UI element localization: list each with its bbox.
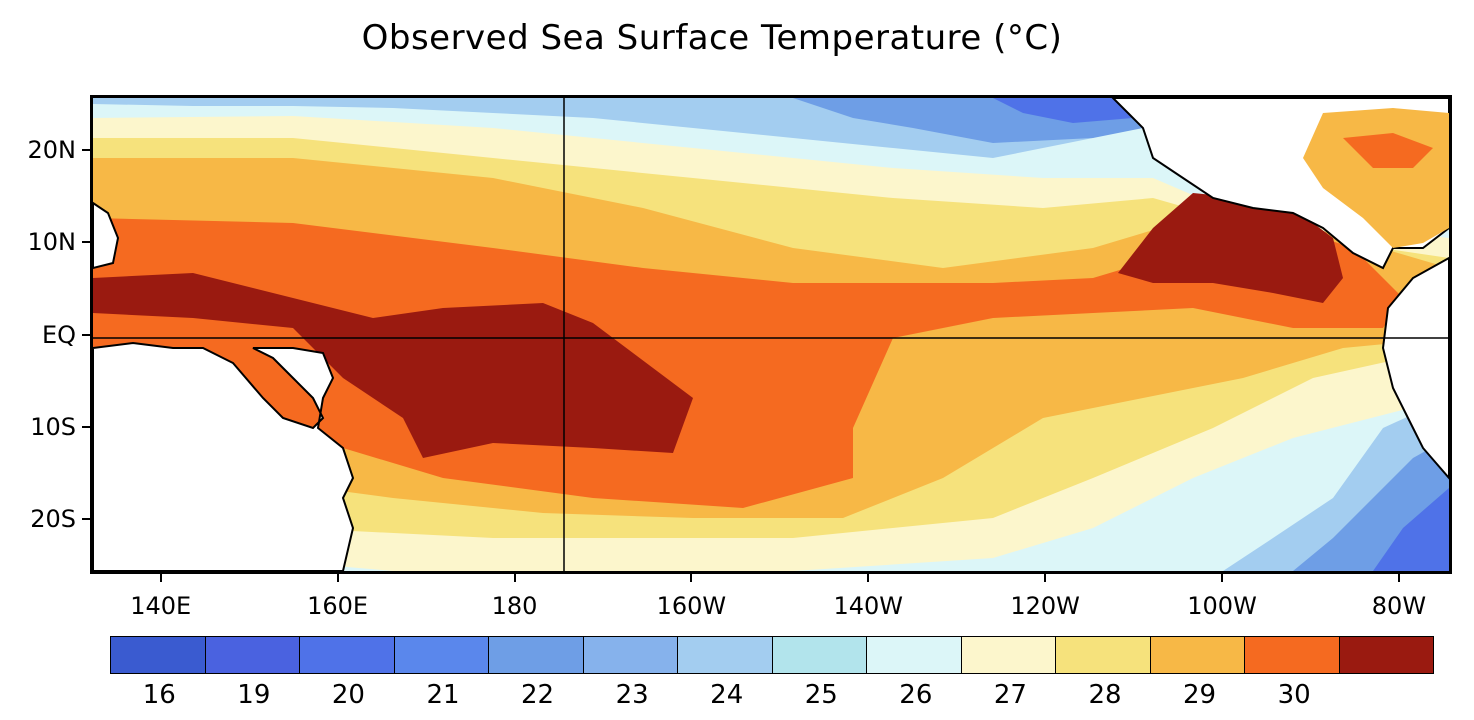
map-title: Observed Sea Surface Temperature (°C) xyxy=(361,18,1063,58)
colorbar-cell xyxy=(1339,637,1433,673)
colorbar-label: 24 xyxy=(710,680,744,710)
y-tick-label: EQ xyxy=(41,320,76,349)
land-new-guinea-australia xyxy=(93,341,355,571)
y-tick xyxy=(82,517,90,520)
colorbar-cell xyxy=(867,637,962,673)
sst-band-eastern-warm xyxy=(1118,193,1343,303)
y-tick-label: 20N xyxy=(27,136,77,165)
colorbar-cell xyxy=(205,637,300,673)
colorbar-label: 30 xyxy=(1277,680,1311,710)
colorbar-cell xyxy=(1245,637,1340,673)
x-tick-label: 160W xyxy=(656,592,727,620)
y-tick xyxy=(82,241,90,244)
colorbar-cell xyxy=(678,637,773,673)
colorbar-label: 21 xyxy=(426,680,460,710)
y-tick xyxy=(82,149,90,152)
sst-field xyxy=(93,98,1449,571)
colorbar-cell xyxy=(1150,637,1245,673)
x-tick xyxy=(1397,574,1400,582)
colorbar-label: 26 xyxy=(899,680,933,710)
x-tick xyxy=(513,574,516,582)
colorbar-cell xyxy=(300,637,395,673)
y-tick-label: 10N xyxy=(27,228,77,257)
x-tick xyxy=(159,574,162,582)
colorbar xyxy=(110,636,1434,674)
colorbar-label: 25 xyxy=(804,680,838,710)
land-south-america xyxy=(1381,256,1449,480)
sst-band-south-deepblue xyxy=(1373,488,1449,571)
land-philippines xyxy=(93,201,120,270)
colorbar-cell xyxy=(1056,637,1151,673)
x-tick xyxy=(1221,574,1224,582)
colorbar-label: 23 xyxy=(615,680,649,710)
colorbar-label: 27 xyxy=(993,680,1027,710)
y-tick xyxy=(82,425,90,428)
colorbar-label: 28 xyxy=(1088,680,1122,710)
x-tick-label: 160E xyxy=(307,592,369,620)
x-tick xyxy=(690,574,693,582)
y-tick xyxy=(82,333,90,336)
sst-band-north-deepblue xyxy=(993,98,1133,123)
colorbar-label: 16 xyxy=(142,680,176,710)
x-tick-label: 140E xyxy=(130,592,192,620)
y-tick-label: 20S xyxy=(30,504,76,533)
colorbar-label: 22 xyxy=(521,680,555,710)
colorbar-cell xyxy=(394,637,489,673)
colorbar-cell xyxy=(583,637,678,673)
x-tick xyxy=(867,574,870,582)
x-tick xyxy=(336,574,339,582)
colorbar-label: 29 xyxy=(1183,680,1217,710)
x-tick xyxy=(1044,574,1047,582)
colorbar-cell xyxy=(111,637,206,673)
sst-caribbean-hot xyxy=(1343,133,1433,168)
colorbar-cell xyxy=(772,637,867,673)
sst-band-warm-pool xyxy=(93,273,693,458)
sst-map xyxy=(90,95,1452,574)
colorbar-label: 19 xyxy=(237,680,271,710)
colorbar-label: 20 xyxy=(331,680,365,710)
x-tick-label: 140W xyxy=(833,592,904,620)
x-tick-label: 80W xyxy=(1371,592,1427,620)
x-tick-label: 180 xyxy=(491,592,538,620)
colorbar-cell xyxy=(961,637,1056,673)
x-tick-label: 120W xyxy=(1010,592,1080,620)
x-tick-label: 100W xyxy=(1187,592,1257,620)
y-tick-label: 10S xyxy=(30,412,76,441)
colorbar-cell xyxy=(489,637,584,673)
